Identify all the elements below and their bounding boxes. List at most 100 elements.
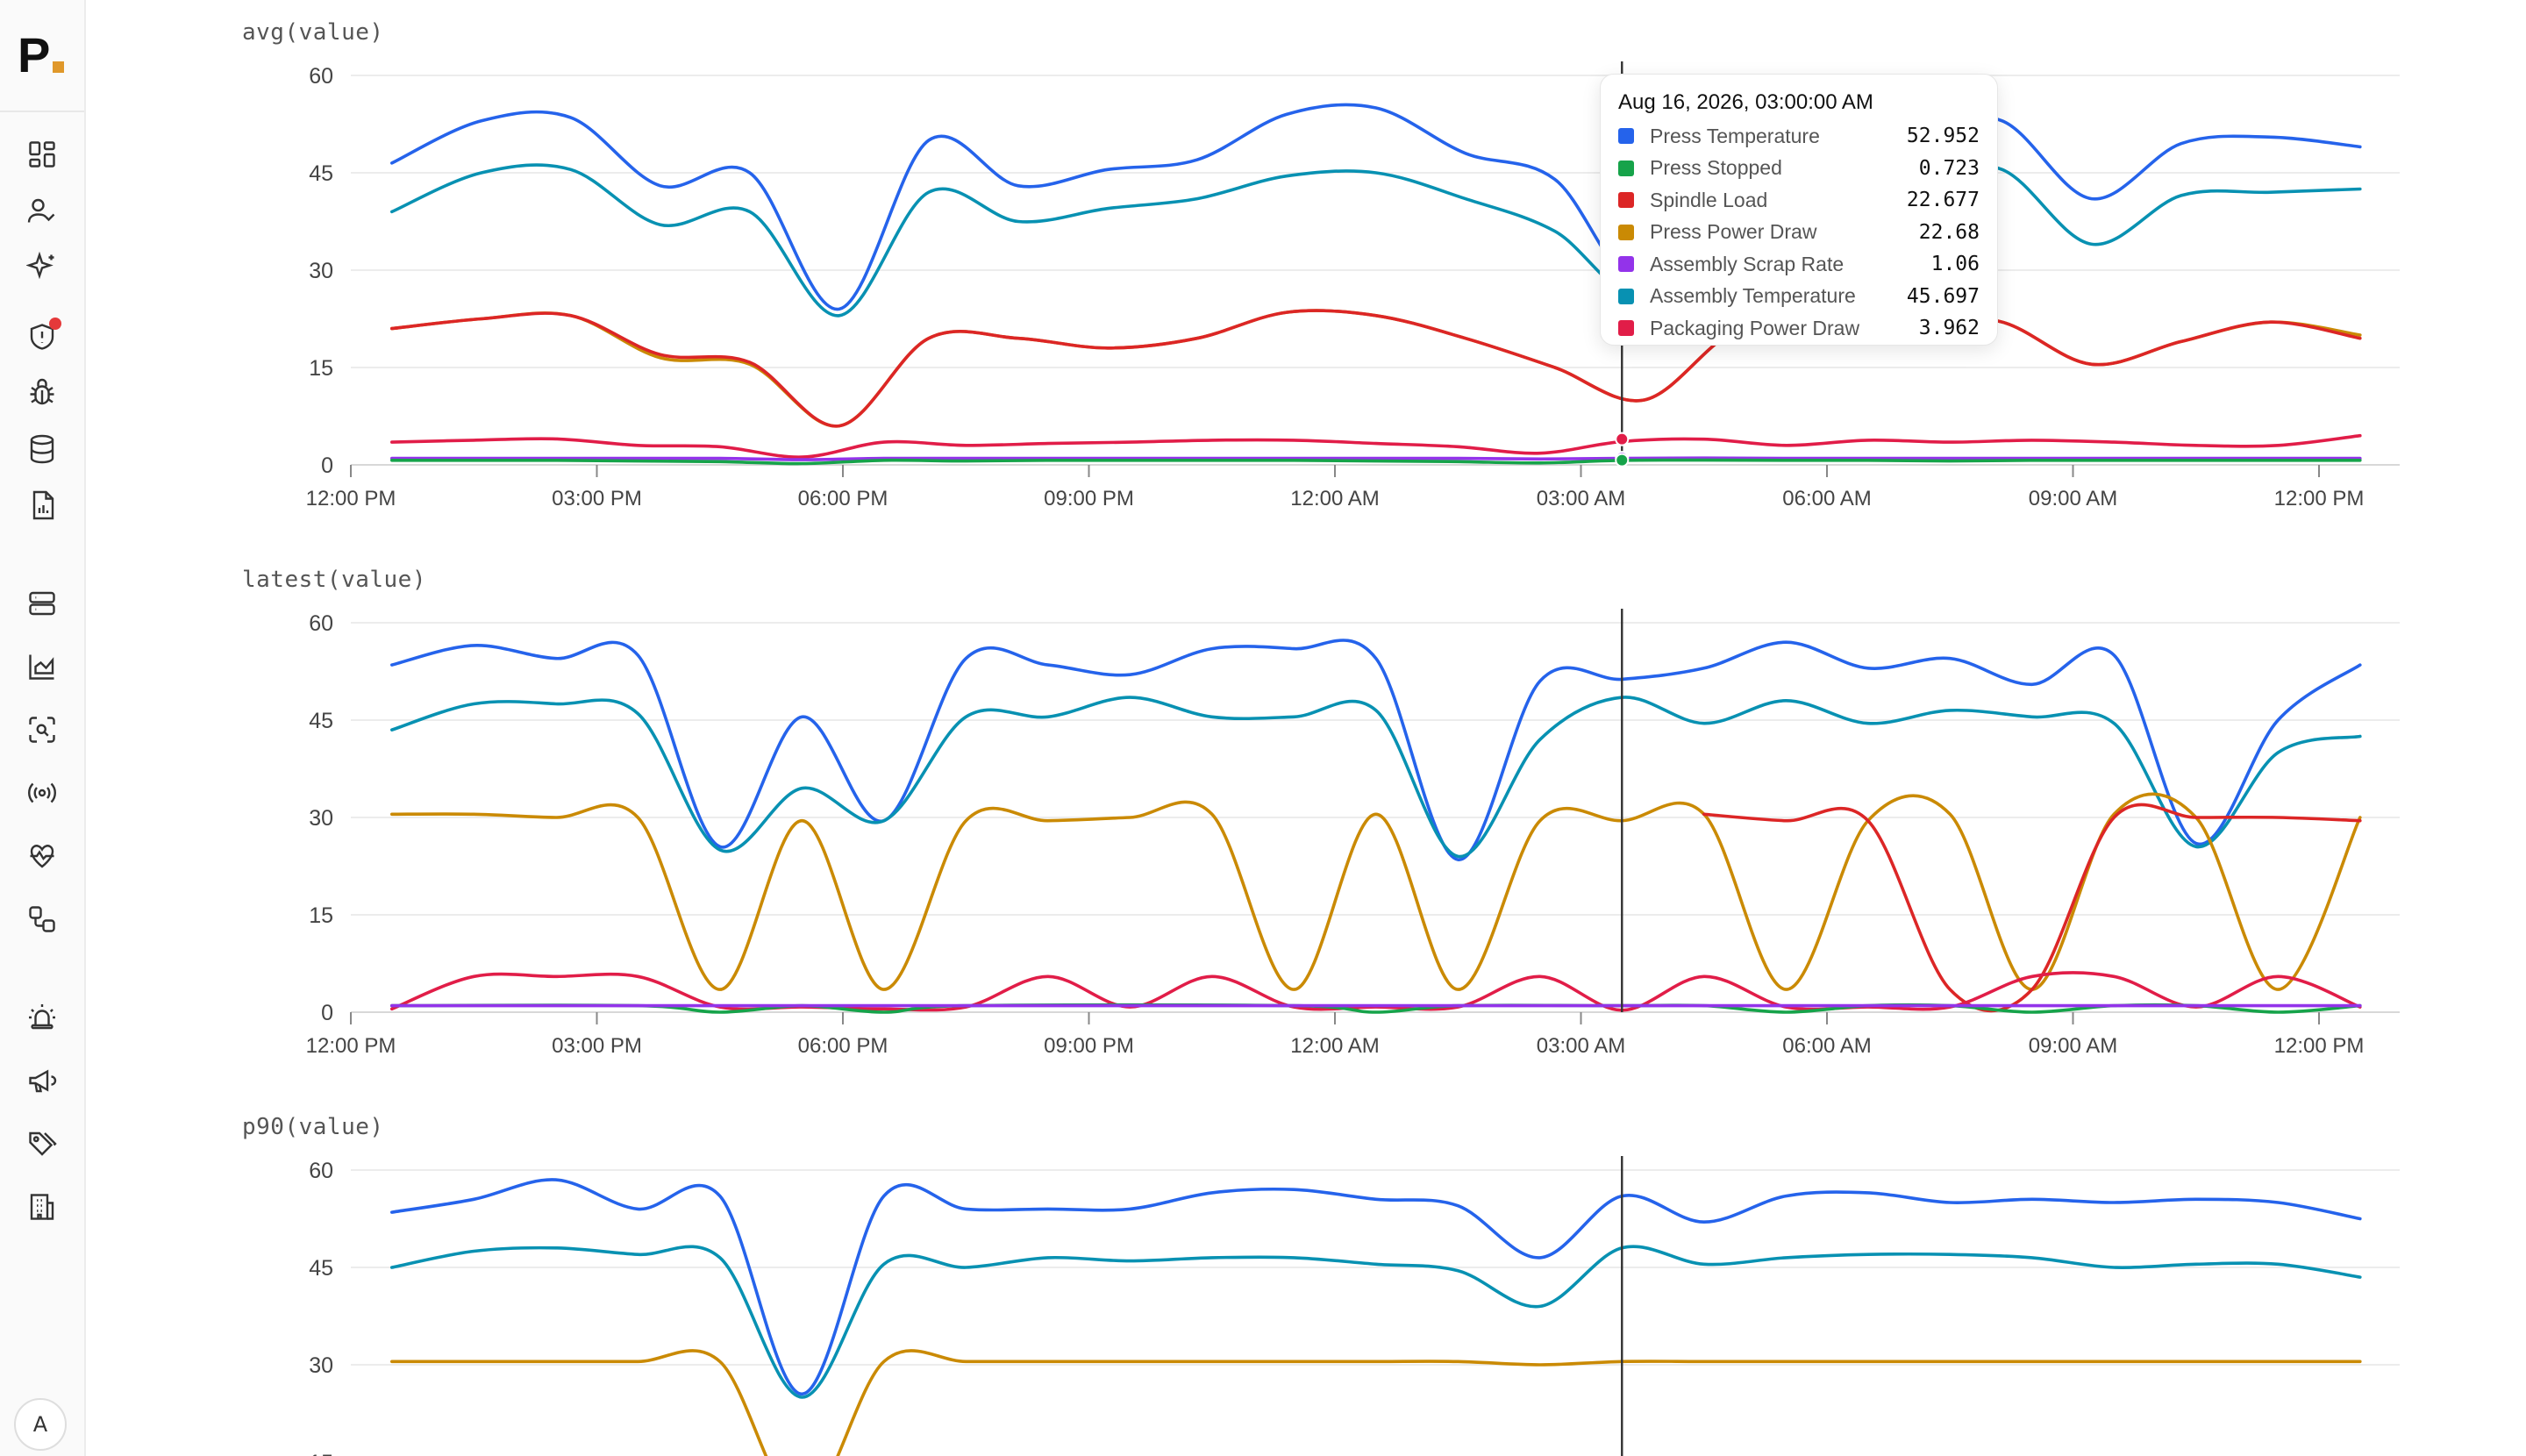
x-tick-label: 03:00 AM: [1537, 1034, 1625, 1058]
p90-value-chart[interactable]: 15 30 45 60: [0, 1095, 2526, 1456]
workflow-icon[interactable]: [26, 903, 58, 935]
chart-title-avg: avg(value): [242, 19, 384, 46]
file-chart-icon[interactable]: [26, 489, 58, 521]
x-tick-label: 03:00 PM: [552, 487, 642, 510]
avatar[interactable]: A: [14, 1398, 67, 1451]
x-tick-label: 03:00 AM: [1537, 487, 1625, 510]
tooltip-series-name: Press Temperature: [1650, 124, 1820, 147]
series-line: [390, 309, 2362, 428]
user-check-icon[interactable]: [26, 195, 58, 226]
tooltip-series-name: Press Stopped: [1650, 156, 1782, 180]
x-tick-label: 06:00 PM: [798, 1034, 888, 1058]
tooltip-series-name: Assembly Scrap Rate: [1650, 252, 1845, 275]
heart-pulse-icon[interactable]: [26, 840, 58, 872]
series-line: [390, 433, 2362, 459]
x-tick-label: 09:00 AM: [2029, 487, 2117, 510]
tooltip-swatch: [1618, 160, 1634, 176]
tooltip-series-value: 45.697: [1906, 284, 1980, 308]
grid-layout-icon[interactable]: [26, 139, 58, 170]
logo-divider: [0, 111, 84, 112]
tooltip-row: Spindle Load 22.677: [1618, 184, 1980, 217]
tooltip-row: Assembly Temperature 45.697: [1618, 281, 1980, 313]
scan-search-icon[interactable]: [26, 714, 58, 746]
y-tick-label: 45: [309, 1256, 333, 1281]
hover-point: [1615, 453, 1630, 467]
y-tick-label: 15: [309, 903, 333, 928]
y-tick-label: 45: [309, 161, 333, 186]
y-tick-label: 0: [321, 453, 333, 478]
x-tick-label: 03:00 PM: [552, 1034, 642, 1058]
y-tick-label: 0: [321, 1001, 333, 1025]
tooltip-series-value: 52.952: [1906, 125, 1980, 148]
series-line: [390, 458, 2362, 466]
series-line: [1702, 803, 2362, 1013]
y-tick-label: 60: [309, 64, 333, 89]
hover-tooltip: Aug 16, 2026, 03:00:00 AM Press Temperat…: [1600, 74, 1998, 346]
tooltip-series-value: 22.677: [1906, 189, 1980, 212]
tooltip-swatch: [1618, 224, 1634, 240]
tooltip-row: Press Stopped 0.723: [1618, 153, 1980, 185]
chart-title-p90: p90(value): [242, 1114, 384, 1140]
server-icon[interactable]: [26, 588, 58, 619]
series-line: [390, 639, 2362, 861]
y-tick-label: 15: [309, 356, 333, 381]
x-tick-label: 09:00 PM: [1044, 487, 1134, 510]
security-badge-dot: [49, 318, 61, 330]
series-line: [390, 696, 2362, 859]
area-chart-icon[interactable]: [26, 651, 58, 682]
y-tick-label: 60: [309, 1159, 333, 1183]
database-icon[interactable]: [26, 433, 58, 465]
series-line: [390, 163, 2362, 318]
tooltip-row: Press Temperature 52.952: [1618, 120, 1980, 153]
tooltip-series-name: Spindle Load: [1650, 188, 1768, 211]
bug-icon[interactable]: [26, 377, 58, 409]
tooltip-series-value: 1.06: [1930, 253, 1980, 276]
tooltip-series-name: Press Power Draw: [1650, 220, 1817, 244]
series-line: [390, 792, 2362, 991]
y-tick-label: 30: [309, 259, 333, 283]
megaphone-icon[interactable]: [26, 1065, 58, 1096]
y-tick-label: 30: [309, 1353, 333, 1378]
x-tick-label: 12:00 PM: [2274, 487, 2365, 510]
x-tick-label: 12:00 AM: [1290, 487, 1379, 510]
tooltip-row: Assembly Scrap Rate 1.06: [1618, 248, 1980, 281]
x-tick-label: 12:00 PM: [306, 487, 396, 510]
siren-icon[interactable]: [26, 1002, 58, 1033]
x-tick-label: 12:00 PM: [306, 1034, 396, 1058]
tooltip-series-name: Packaging Power Draw: [1650, 316, 1860, 339]
tooltip-row: Packaging Power Draw 3.962: [1618, 312, 1980, 345]
sparkles-icon[interactable]: [26, 251, 58, 282]
tags-icon[interactable]: [26, 1128, 58, 1160]
tooltip-swatch: [1618, 320, 1634, 337]
x-tick-label: 09:00 PM: [1044, 1034, 1134, 1058]
tooltip-series-value: 0.723: [1918, 156, 1980, 180]
y-tick-label: 60: [309, 611, 333, 636]
tooltip-swatch: [1618, 128, 1634, 145]
p-logo-icon[interactable]: P: [18, 30, 70, 82]
y-tick-label: 15: [309, 1451, 333, 1456]
shield-alert-icon[interactable]: [26, 321, 58, 353]
x-tick-label: 06:00 AM: [1782, 1034, 1871, 1058]
avg-value-chart[interactable]: 0 15 30 45 60 12:00 PM 03:00 PM 06:00 PM 09:00 P…: [0, 0, 2526, 526]
sidebar: P: [0, 0, 86, 1456]
x-tick-label: 06:00 AM: [1782, 487, 1871, 510]
building-icon[interactable]: [26, 1191, 58, 1223]
svg-text:P: P: [18, 30, 50, 82]
tooltip-row: Press Power Draw 22.68: [1618, 217, 1980, 249]
tooltip-series-value: 22.68: [1918, 220, 1980, 244]
hover-point: [1615, 432, 1630, 446]
radio-icon[interactable]: [26, 777, 58, 809]
chart-title-latest: latest(value): [242, 567, 426, 593]
y-tick-label: 45: [309, 709, 333, 733]
series-line: [390, 1245, 2362, 1399]
series-line: [390, 1349, 2362, 1456]
tooltip-series-value: 3.962: [1918, 317, 1980, 340]
x-tick-label: 12:00 AM: [1290, 1034, 1379, 1058]
latest-value-chart[interactable]: 0 15 30 45 60 12:00 PM 03:00 PM 06:00 PM 09:00 P…: [0, 547, 2526, 1095]
tooltip-swatch: [1618, 288, 1634, 304]
tooltip-title: Aug 16, 2026, 03:00:00 AM: [1618, 90, 1873, 114]
tooltip-swatch: [1618, 192, 1634, 209]
series-line: [390, 456, 2362, 461]
tooltip-swatch: [1618, 256, 1634, 273]
x-tick-label: 06:00 PM: [798, 487, 888, 510]
